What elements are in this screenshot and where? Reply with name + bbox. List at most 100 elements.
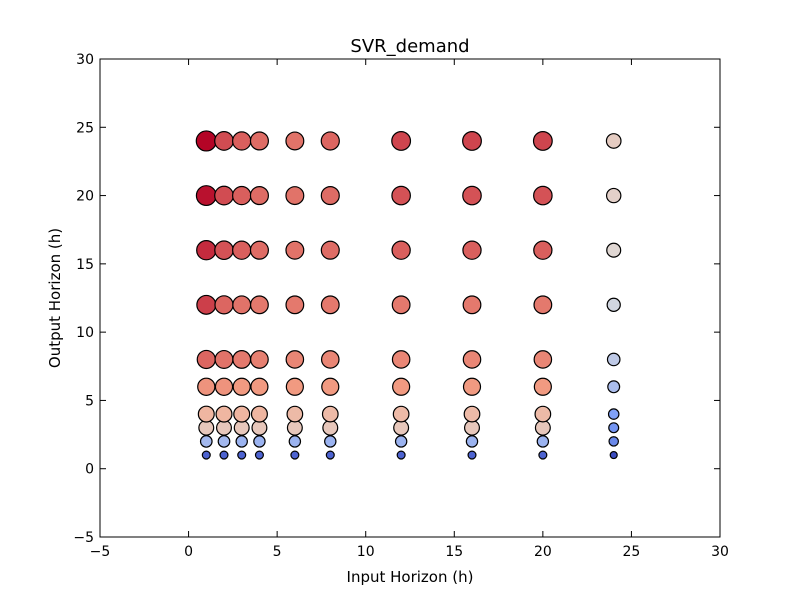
data-point <box>533 240 553 260</box>
data-point <box>217 435 231 448</box>
data-point <box>285 240 305 260</box>
y-tick-label: 5 <box>85 393 94 409</box>
data-point <box>462 350 482 369</box>
data-point <box>249 295 269 315</box>
data-point <box>285 377 304 396</box>
data-point <box>608 422 620 434</box>
data-point <box>464 419 481 436</box>
data-point <box>325 450 335 460</box>
data-point <box>321 377 340 396</box>
y-tick-label: −5 <box>73 530 94 546</box>
data-point <box>237 450 247 460</box>
data-point <box>320 131 340 151</box>
data-point <box>214 349 234 369</box>
data-point <box>288 435 302 448</box>
data-point <box>195 130 217 152</box>
axis-ticks: −5 0 5 10 15 20 25 30 −5 0 5 10 15 20 25 30 <box>73 52 729 560</box>
x-tick-label: 5 <box>273 544 282 560</box>
data-point <box>232 350 252 369</box>
data-point <box>605 133 622 149</box>
plot-frame <box>99 58 721 538</box>
data-point <box>214 131 234 151</box>
data-point <box>532 130 553 151</box>
data-point <box>286 419 303 436</box>
data-point <box>320 240 340 260</box>
data-point <box>249 131 269 151</box>
plot-area: −5 0 5 10 15 20 25 30 −5 0 5 10 15 20 25 30 <box>73 52 729 560</box>
data-point <box>462 130 482 151</box>
x-tick-label: 30 <box>711 544 729 560</box>
data-point <box>196 349 216 370</box>
x-axis-label: Input Horizon (h) <box>347 568 474 586</box>
data-point <box>533 350 553 369</box>
data-point <box>285 350 305 369</box>
data-point <box>392 405 410 423</box>
data-point <box>533 295 553 315</box>
data-point <box>324 435 337 448</box>
x-tick-label: 25 <box>623 544 641 560</box>
data-point <box>607 380 621 394</box>
data-point <box>394 435 408 448</box>
data-point <box>285 295 305 315</box>
data-point <box>232 185 252 206</box>
data-point <box>250 377 269 396</box>
data-point <box>250 350 269 369</box>
data-point <box>249 186 269 206</box>
data-point <box>462 295 482 315</box>
data-point <box>320 295 340 315</box>
data-point <box>232 377 251 396</box>
data-point <box>538 450 548 460</box>
data-point <box>233 405 251 423</box>
data-point <box>214 185 234 206</box>
data-point <box>196 239 217 261</box>
x-tick-label: 15 <box>445 544 463 560</box>
x-tick-label: 20 <box>534 544 552 560</box>
data-point <box>219 450 229 460</box>
data-point <box>609 450 618 460</box>
x-tick-label: 0 <box>184 544 193 560</box>
data-point <box>285 186 305 206</box>
data-point <box>201 450 211 460</box>
data-point <box>462 240 482 260</box>
y-tick-label: 0 <box>85 462 94 478</box>
data-point <box>196 294 217 315</box>
data-point <box>254 450 264 460</box>
data-point <box>462 377 482 396</box>
data-point <box>463 405 481 423</box>
data-point <box>606 242 622 258</box>
data-point <box>462 185 482 206</box>
data-point <box>391 240 411 260</box>
data-point <box>232 295 252 315</box>
chart-title: SVR_demand <box>350 36 469 57</box>
data-point <box>250 405 268 423</box>
data-point <box>608 436 619 447</box>
data-point <box>393 419 410 436</box>
y-tick-label: 15 <box>76 257 94 273</box>
data-point <box>534 419 551 436</box>
data-point <box>197 377 216 396</box>
data-point <box>195 185 217 207</box>
x-tick-label: −5 <box>90 544 111 560</box>
data-point <box>392 377 411 396</box>
data-point <box>320 350 340 369</box>
data-point <box>285 131 305 151</box>
data-point <box>214 377 234 396</box>
y-axis-label: Output Horizon (h) <box>46 228 64 368</box>
data-point <box>391 350 411 369</box>
x-tick-label: 10 <box>357 544 375 560</box>
data-point <box>320 186 340 206</box>
data-points <box>195 130 622 460</box>
data-point <box>197 405 215 423</box>
plot-background <box>100 59 720 537</box>
data-point <box>232 240 252 260</box>
data-point <box>534 405 552 423</box>
data-point <box>199 435 213 448</box>
data-point <box>465 435 479 448</box>
data-point <box>605 187 622 204</box>
y-tick-label: 30 <box>76 52 94 68</box>
data-point <box>290 450 300 460</box>
y-tick-label: 10 <box>76 325 94 341</box>
data-point <box>536 435 550 448</box>
data-point <box>249 240 269 260</box>
